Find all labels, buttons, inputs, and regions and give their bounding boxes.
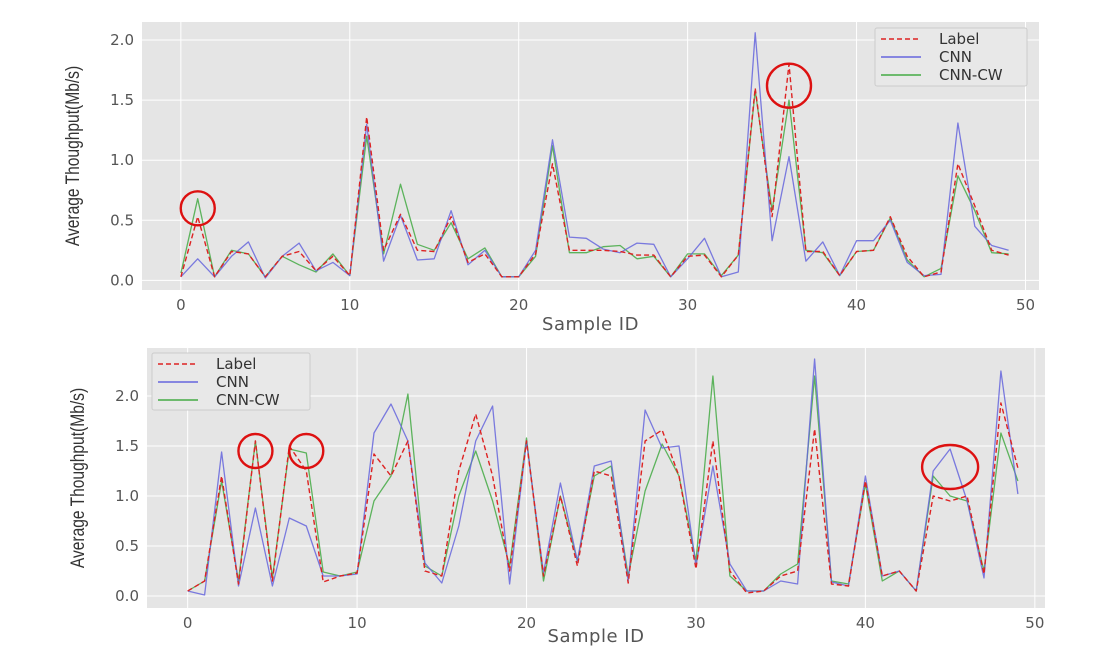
legend-label: CNN <box>216 373 249 391</box>
chart-panel-1: 0 10 20 30 40 50 0.0 0.5 1.0 1.5 2.0 Sample ID Avera… <box>62 22 1039 335</box>
highlight-circle <box>288 432 325 470</box>
y-axis-label: Average Thoughput(Mb/s) <box>62 66 84 246</box>
x-tick-label: 0 <box>176 296 186 314</box>
legend-label: Label <box>939 30 979 48</box>
highlight-circle <box>237 432 274 470</box>
x-tick-label: 40 <box>856 614 875 632</box>
y-tick-label: 0.0 <box>110 271 134 289</box>
x-tick-label: 10 <box>340 296 359 314</box>
y-tick-label: 0.5 <box>115 537 139 555</box>
y-axis-label: Average Thoughput(Mb/s) <box>67 388 89 568</box>
x-tick-label: 20 <box>509 296 528 314</box>
y-tick-label: 1.0 <box>115 487 139 505</box>
series-line-label <box>187 402 1019 594</box>
y-tick-label: 1.5 <box>115 437 139 455</box>
highlight-circle <box>920 443 980 491</box>
y-tick-label: 0.0 <box>115 587 139 605</box>
series-line-cnn-cw <box>187 375 1019 592</box>
highlight-circle <box>765 62 813 109</box>
legend-box <box>151 352 311 411</box>
x-tick-label: 30 <box>678 296 697 314</box>
x-tick-label: 40 <box>847 296 866 314</box>
legend-box <box>874 27 1028 87</box>
y-tick-label: 1.5 <box>110 91 134 109</box>
series-line-cnn <box>180 32 1009 279</box>
legend-label: CNN-CW <box>939 66 1003 84</box>
x-tick-label: 20 <box>517 614 536 632</box>
series-line-cnn <box>187 358 1019 596</box>
y-tick-label: 0.5 <box>110 211 134 229</box>
highlight-circle <box>179 190 216 227</box>
y-tick-label: 1.0 <box>110 151 134 169</box>
x-tick-label: 10 <box>348 614 367 632</box>
x-tick-label: 30 <box>686 614 705 632</box>
x-axis-label: Sample ID <box>548 626 645 647</box>
x-tick-label: 50 <box>1016 296 1035 314</box>
series-line-label <box>180 63 1009 278</box>
x-tick-label: 50 <box>1025 614 1044 632</box>
y-tick-label: 2.0 <box>115 387 139 405</box>
chart-panel-2: 0 10 20 30 40 50 0.0 0.5 1.0 1.5 2.0 Sample ID Avera… <box>67 348 1045 647</box>
y-tick-label: 2.0 <box>110 31 134 49</box>
legend-label: CNN <box>939 48 972 66</box>
x-axis-label: Sample ID <box>542 314 639 335</box>
x-tick-label: 0 <box>183 614 193 632</box>
legend-label: CNN-CW <box>216 391 280 409</box>
legend-label: Label <box>216 355 256 373</box>
